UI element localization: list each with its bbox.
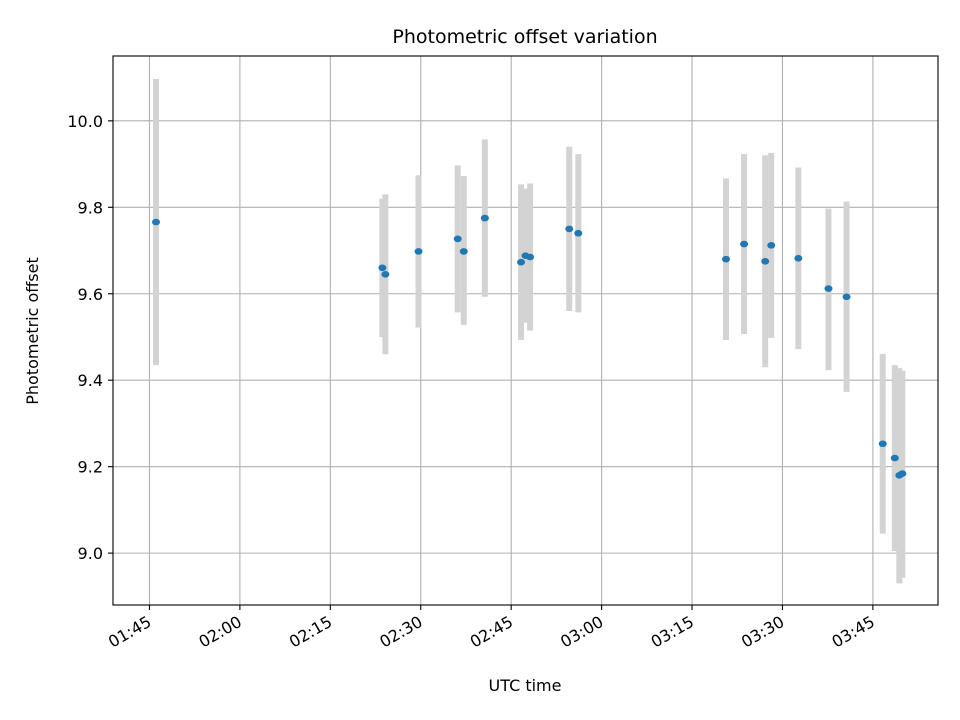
data-point <box>378 264 387 272</box>
data-point <box>794 255 803 262</box>
data-point <box>152 218 161 226</box>
y-tick-label: 10.0 <box>67 112 103 131</box>
y-tick-label: 9.4 <box>78 371 103 390</box>
y-axis-ticks: 9.0 9.2 9.4 9.6 9.8 10.0 <box>67 112 113 563</box>
data-point <box>414 248 423 255</box>
data-point <box>824 285 833 292</box>
y-tick-label: 9.0 <box>78 544 103 563</box>
data-points <box>152 214 907 479</box>
data-point <box>842 293 851 301</box>
data-point <box>761 258 770 265</box>
data-point <box>767 242 776 249</box>
data-point <box>459 248 468 255</box>
data-point <box>574 229 583 237</box>
data-point <box>480 214 489 222</box>
data-point <box>517 258 526 266</box>
chart-title: Photometric offset variation <box>392 26 657 48</box>
data-point <box>890 454 899 462</box>
data-point <box>381 271 390 278</box>
data-point <box>740 240 749 248</box>
data-point <box>898 470 907 477</box>
y-tick-label: 9.6 <box>78 285 103 304</box>
data-point <box>565 225 574 233</box>
x-axis-label: UTC time <box>489 676 562 695</box>
data-point <box>453 235 462 243</box>
y-tick-label: 9.2 <box>78 458 103 477</box>
data-point <box>721 255 730 263</box>
data-point <box>526 253 535 261</box>
data-point <box>878 440 887 448</box>
y-axis-label: Photometric offset <box>23 257 42 405</box>
y-tick-label: 9.8 <box>78 198 103 217</box>
plot-frame <box>112 55 939 606</box>
